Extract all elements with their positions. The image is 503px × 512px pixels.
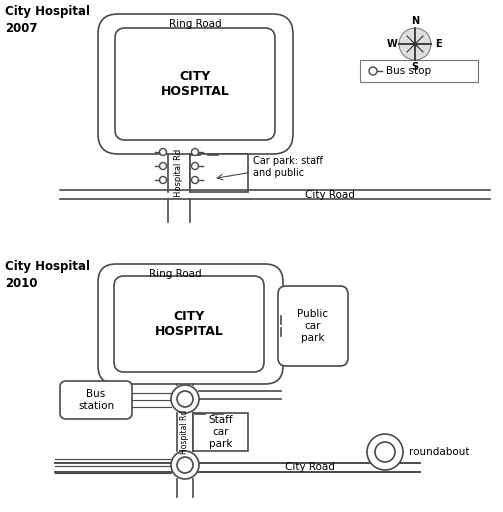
Text: W: W [387,39,397,49]
Text: S: S [411,62,418,72]
Text: City Road: City Road [305,189,355,200]
Text: N: N [411,16,419,26]
Circle shape [367,434,403,470]
FancyBboxPatch shape [60,381,132,419]
Text: Hospital Rd: Hospital Rd [175,149,184,197]
Circle shape [159,148,166,156]
Circle shape [192,177,199,183]
Circle shape [159,177,166,183]
Circle shape [171,385,199,413]
FancyBboxPatch shape [115,28,275,140]
Text: Bus stop: Bus stop [386,66,431,76]
Text: Ring Road: Ring Road [149,269,202,279]
Bar [360,60,478,82]
Text: Bus
station: Bus station [78,389,114,411]
FancyBboxPatch shape [114,276,264,372]
Text: Car park: staff
and public: Car park: staff and public [253,157,323,178]
Circle shape [177,391,193,407]
Circle shape [375,442,395,462]
Text: CITY
HOSPITAL: CITY HOSPITAL [160,70,229,98]
Bar [190,154,248,192]
Text: Public
car
park: Public car park [297,309,328,343]
FancyBboxPatch shape [98,264,283,384]
Circle shape [177,457,193,473]
Text: roundabout: roundabout [409,447,469,457]
Text: City Hospital
2010: City Hospital 2010 [5,260,90,290]
Text: City Hospital
2007: City Hospital 2007 [5,5,90,35]
FancyBboxPatch shape [278,286,348,366]
Circle shape [192,148,199,156]
Text: Ring Road: Ring Road [169,19,222,29]
FancyBboxPatch shape [98,14,293,154]
Text: E: E [435,39,441,49]
Text: CITY
HOSPITAL: CITY HOSPITAL [154,310,223,338]
Text: Staff
car
park: Staff car park [208,415,233,449]
Bar [193,413,248,451]
Circle shape [159,162,166,169]
Circle shape [171,451,199,479]
Text: Hospital Rd: Hospital Rd [181,410,190,454]
Circle shape [369,67,377,75]
Circle shape [399,28,431,60]
Circle shape [192,162,199,169]
Text: City Road: City Road [285,462,335,473]
